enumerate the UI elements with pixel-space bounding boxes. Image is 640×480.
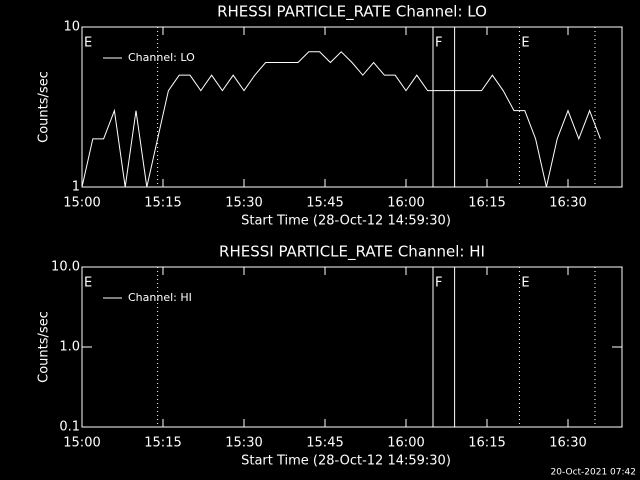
chart-title: RHESSI PARTICLE_RATE Channel: LO xyxy=(217,3,487,22)
x-axis-label: Start Time (28-Oct-12 14:59:30) xyxy=(241,454,451,469)
x-tick-label: 15:30 xyxy=(225,196,262,211)
x-tick-label: 15:30 xyxy=(225,436,262,451)
x-tick-label: 16:30 xyxy=(549,436,586,451)
y-tick-label: 1 xyxy=(72,180,80,195)
x-axis-label: Start Time (28-Oct-12 14:59:30) xyxy=(241,214,451,229)
legend-label: Channel: HI xyxy=(128,291,192,304)
x-tick-label: 15:15 xyxy=(144,196,181,211)
flag-label: F xyxy=(435,36,442,51)
x-tick-label: 16:00 xyxy=(387,196,424,211)
legend-label: Channel: LO xyxy=(128,51,195,64)
plot-frame xyxy=(81,26,623,188)
x-tick-label: 15:45 xyxy=(306,196,343,211)
data-line xyxy=(81,51,601,188)
x-tick-label: 16:15 xyxy=(468,436,505,451)
x-tick-label: 16:00 xyxy=(387,436,424,451)
flag-label: E xyxy=(84,36,92,51)
flag-label: E xyxy=(521,36,529,51)
y-tick-label: 1.0 xyxy=(59,340,80,355)
x-tick-label: 15:15 xyxy=(144,436,181,451)
y-axis-label: Counts/sec xyxy=(37,311,52,383)
y-tick-label: 10 xyxy=(63,20,80,35)
chart-title: RHESSI PARTICLE_RATE Channel: HI xyxy=(219,243,485,262)
x-tick-label: 15:45 xyxy=(306,436,343,451)
y-tick-label: 0.1 xyxy=(59,420,80,435)
y-tick-label: 10.0 xyxy=(51,260,80,275)
x-tick-label: 16:15 xyxy=(468,196,505,211)
flag-label: F xyxy=(435,276,442,291)
flag-label: E xyxy=(521,276,529,291)
x-tick-label: 15:00 xyxy=(63,196,100,211)
x-tick-label: 15:00 xyxy=(63,436,100,451)
timestamp: 20-Oct-2021 07:42 xyxy=(551,468,636,478)
y-axis-label: Counts/sec xyxy=(37,71,52,143)
x-tick-label: 16:30 xyxy=(549,196,586,211)
flag-label: E xyxy=(84,276,92,291)
